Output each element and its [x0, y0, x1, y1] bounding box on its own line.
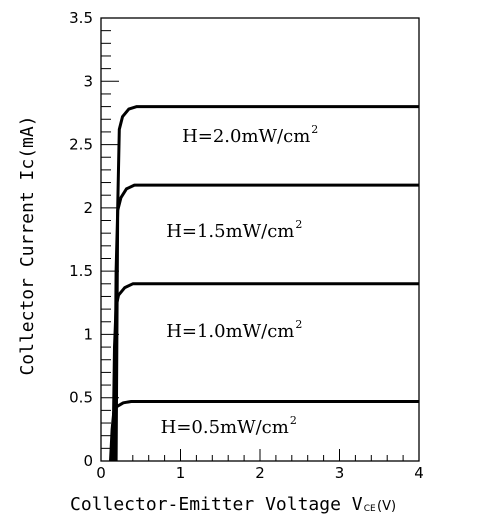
curve-label-superscript: 2	[295, 218, 302, 231]
x-tick-label: 0	[96, 464, 106, 482]
x-axis-unit: (V)	[377, 499, 396, 514]
curve-label-superscript: 2	[311, 123, 318, 136]
y-tick-label: 1.5	[69, 262, 93, 280]
x-tick-label: 2	[255, 464, 265, 482]
y-tick-label: 2	[83, 199, 93, 217]
curve-label-superscript: 2	[295, 318, 302, 331]
curve-label-3: H=1.5mW/cm	[166, 221, 294, 242]
y-tick-label: 2.5	[69, 136, 93, 154]
y-tick-label: 1	[83, 325, 93, 343]
x-axis-title: Collector-Emitter Voltage V	[70, 494, 363, 515]
curve-label-1: H=0.5mW/cm	[161, 417, 289, 438]
y-axis-title: Collector Current Ic(mA)	[17, 115, 38, 375]
x-tick-label: 3	[335, 464, 345, 482]
y-tick-label: 0	[83, 452, 93, 470]
y-tick-label: 3	[83, 72, 93, 90]
x-axis-subscript: CE	[364, 504, 376, 514]
curve-label-superscript: 2	[290, 414, 297, 427]
x-tick-label: 1	[176, 464, 186, 482]
x-tick-label: 4	[414, 464, 424, 482]
y-tick-label: 0.5	[69, 389, 93, 407]
series-line-4	[114, 105, 419, 462]
curve-label-4: H=2.0mW/cm	[182, 126, 310, 147]
curve-label-2: H=1.0mW/cm	[166, 321, 294, 342]
y-tick-label: 3.5	[69, 9, 93, 27]
